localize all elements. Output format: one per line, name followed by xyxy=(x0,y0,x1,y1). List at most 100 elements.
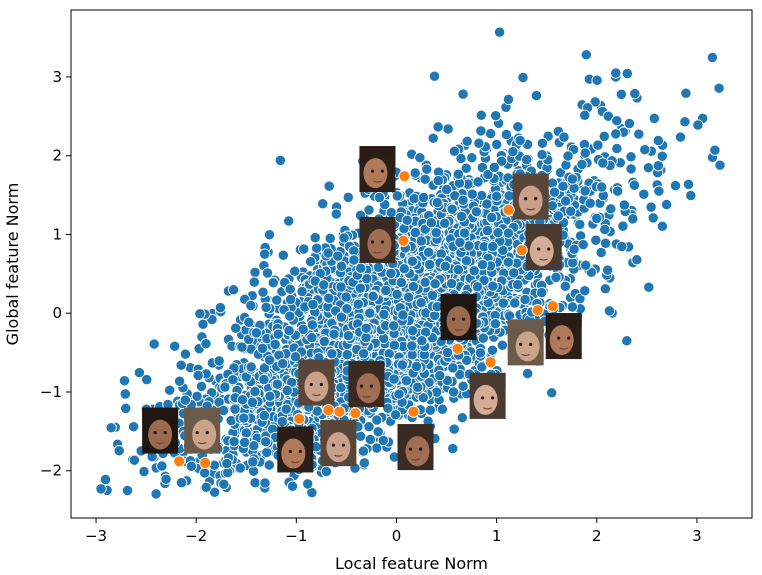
scatter-point xyxy=(360,322,372,334)
scatter-point xyxy=(249,266,261,279)
scatter-point xyxy=(412,381,424,393)
scatter-point xyxy=(618,199,631,211)
scatter-point xyxy=(493,26,506,38)
scatter-point xyxy=(446,203,458,215)
face-thumbnails xyxy=(142,146,582,473)
scatter-point xyxy=(495,155,508,167)
scatter-point xyxy=(554,166,567,179)
scatter-point xyxy=(713,82,725,94)
face-thumbnail xyxy=(184,407,221,454)
plot-frame xyxy=(70,9,753,519)
y-axis-ticks: −2 −1 0 1 2 3 xyxy=(40,68,71,480)
scatter-point xyxy=(579,147,591,159)
scatter-point xyxy=(160,473,172,485)
scatter-point xyxy=(432,174,444,187)
scatter-point xyxy=(631,254,643,266)
scatter-point xyxy=(623,117,636,130)
scatter-point xyxy=(364,307,376,319)
scatter-point xyxy=(323,180,335,192)
face-thumbnail xyxy=(507,319,544,366)
scatter-point xyxy=(642,162,655,174)
scatter-point xyxy=(271,294,283,306)
scatter-point xyxy=(628,179,641,191)
scatter-point xyxy=(574,218,586,231)
highlight-point xyxy=(293,412,306,425)
scatter-point xyxy=(621,67,633,80)
scatter-point xyxy=(372,261,385,273)
series-orange-points xyxy=(173,170,559,469)
scatter-point xyxy=(436,403,449,415)
scatter-point xyxy=(422,246,435,258)
scatter-point xyxy=(579,285,591,297)
scatter-point xyxy=(192,369,204,382)
face-thumbnail xyxy=(277,426,314,473)
scatter-point xyxy=(417,191,430,204)
scatter-point xyxy=(283,215,295,227)
scatter-point xyxy=(562,150,574,162)
y-tick-label: 3 xyxy=(52,68,62,86)
scatter-point xyxy=(424,404,437,416)
scatter-point xyxy=(179,394,191,406)
scatter-point xyxy=(357,445,370,457)
scatter-point xyxy=(633,128,645,140)
scatter-point xyxy=(323,292,335,304)
scatter-point xyxy=(602,264,614,276)
scatter-point xyxy=(340,291,352,303)
highlight-point xyxy=(349,407,362,420)
scatter-point xyxy=(460,255,473,267)
scatter-point xyxy=(596,181,608,193)
scatter-point xyxy=(468,265,480,277)
scatter-point xyxy=(610,128,622,140)
scatter-point xyxy=(296,285,308,298)
scatter-point xyxy=(579,109,591,121)
scatter-point xyxy=(385,267,397,280)
scatter-point xyxy=(552,210,564,222)
scatter-point xyxy=(277,357,289,370)
scatter-point xyxy=(500,128,513,141)
scatter-point xyxy=(283,324,295,337)
scatter-point xyxy=(557,180,569,192)
scatter-point xyxy=(175,476,188,489)
scatter-point xyxy=(341,348,353,361)
scatter-point xyxy=(197,318,209,330)
scatter-point xyxy=(330,208,342,220)
scatter-point xyxy=(173,375,186,387)
scatter-point xyxy=(322,247,334,259)
scatter-point xyxy=(674,131,687,143)
scatter-point xyxy=(318,279,330,291)
scatter-point xyxy=(236,394,249,406)
scatter-point xyxy=(599,223,611,236)
scatter-point xyxy=(318,335,330,348)
scatter-point xyxy=(645,201,657,213)
scatter-point xyxy=(387,320,400,332)
scatter-point xyxy=(119,388,131,400)
scatter-point xyxy=(352,298,364,310)
face-thumbnail xyxy=(469,372,506,419)
scatter-point xyxy=(457,88,469,100)
scatter-point xyxy=(502,227,515,239)
scatter-point xyxy=(471,281,484,293)
scatter-point xyxy=(428,70,441,82)
scatter-point xyxy=(156,460,168,472)
scatter-point xyxy=(417,392,429,404)
scatter-point xyxy=(419,173,431,185)
scatter-point xyxy=(447,386,460,398)
scatter-point xyxy=(361,273,373,285)
scatter-point xyxy=(284,310,296,322)
scatter-point xyxy=(227,284,240,296)
scatter-point xyxy=(277,249,289,261)
scatter-point xyxy=(397,309,409,321)
scatter-point xyxy=(194,308,206,320)
scatter-point xyxy=(280,403,292,415)
scatter-point xyxy=(260,436,272,448)
scatter-point xyxy=(419,276,431,288)
scatter-point xyxy=(445,277,458,290)
scatter-point xyxy=(652,134,664,147)
scatter-point xyxy=(492,227,504,239)
scatter-point xyxy=(311,242,323,254)
face-thumbnail xyxy=(359,146,396,193)
scatter-point xyxy=(289,265,301,277)
scatter-point xyxy=(389,409,402,421)
scatter-point xyxy=(709,144,721,156)
scatter-point xyxy=(448,145,461,157)
